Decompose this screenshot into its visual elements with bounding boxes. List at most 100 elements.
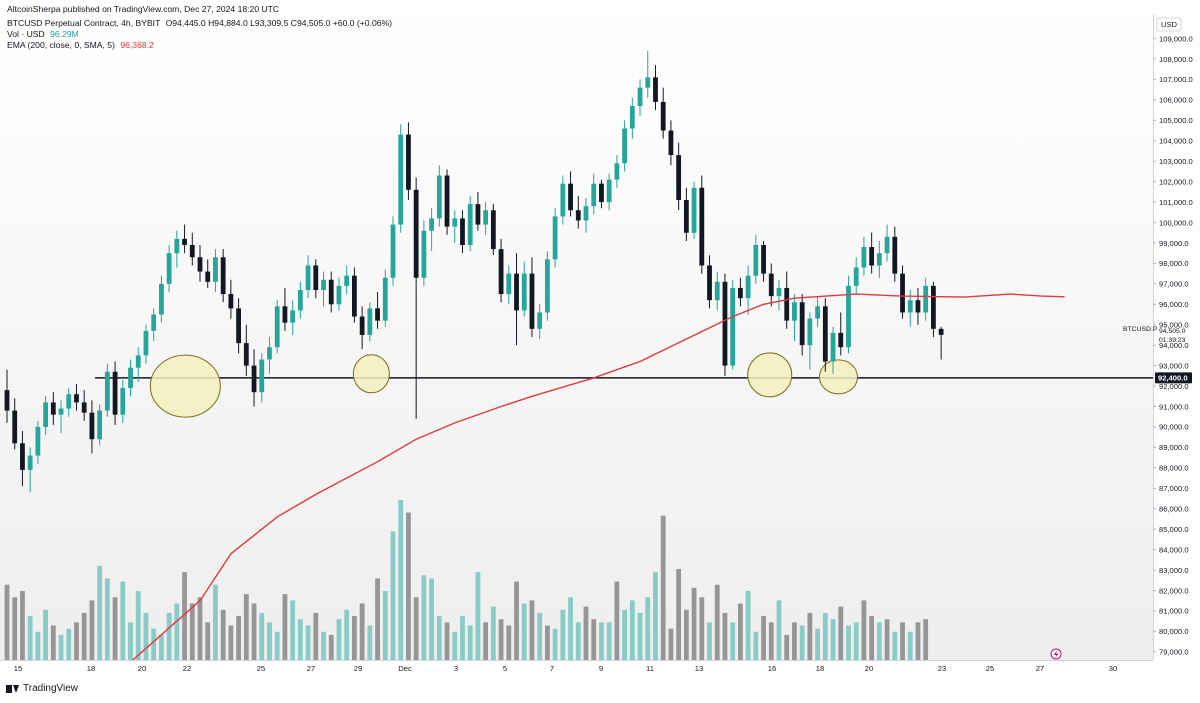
candle-body [205,271,211,282]
candle-body [699,187,705,266]
candle-body [606,179,612,203]
x-tick-label: 23 [938,664,946,673]
candle [220,249,226,303]
candle-body [12,410,18,444]
volume-bar [66,628,72,660]
candle-body [931,285,936,329]
volume-bar [792,622,797,660]
volume-bar [182,572,187,660]
candle-body [228,294,234,309]
candle-body [830,332,836,362]
y-tick-label: 102,000.0 [1159,177,1193,186]
candle-body [583,206,589,221]
volume-bar [413,597,419,660]
candle-body [429,218,434,231]
volume-bar [707,622,712,660]
candle-body [336,285,342,305]
x-tick-label: 9 [599,664,603,673]
volume-bar [907,631,913,660]
candles [4,50,944,493]
volume-bar [514,581,519,660]
candle [545,251,550,321]
candle [104,363,110,417]
volume-bar [159,634,164,660]
volume-bar [506,625,512,660]
candle-body [707,265,712,301]
y-tick-label: 109,000.0 [1159,34,1193,43]
symbol-name[interactable]: BTCUSD Perpetual Contract, 4h, BYBIT [7,18,161,28]
candle [637,79,643,117]
candle-body [305,265,311,290]
y-tick-label: 82,000.0 [1159,586,1189,595]
candle-body [768,273,774,297]
candle-body [799,302,805,346]
volume-bar [228,625,234,660]
candle-body [128,367,133,389]
candle [436,165,442,227]
candle [97,404,103,446]
tradingview-logo[interactable]: TradingView [6,683,78,694]
candle-body [714,281,720,301]
candle [815,296,820,327]
candle [938,326,944,360]
support-price-label: 92,400.0 [1158,374,1188,383]
x-tick-label: 20 [138,664,146,673]
candle-body [498,249,504,295]
candle [398,124,404,233]
candle-body [676,155,682,201]
candle-body [645,77,651,88]
candle [406,122,411,201]
y-tick-label: 97,000.0 [1159,280,1189,289]
candle-body [792,302,797,321]
volume-bar [189,603,195,660]
volume-bar [529,600,535,660]
volume-bar [483,622,489,660]
highlight-circles [149,352,858,418]
volume-bar [738,603,743,660]
candle-body [691,187,697,233]
candle-body [915,300,921,313]
candle [213,249,218,293]
candle-body [367,308,373,335]
ema-label: EMA (200, close, 0, SMA, 5) [7,40,115,50]
volume-bar [367,625,373,660]
volume-bars [4,500,929,660]
x-tick-label: 27 [307,664,315,673]
candle [321,271,326,307]
candle [745,265,751,315]
x-tick-label: 22 [183,664,191,673]
y-tick-label: 92,000.0 [1159,382,1189,391]
candle-body [189,245,195,258]
candle-body [923,285,929,313]
candle [822,298,828,372]
candle-body [838,332,844,348]
candle [575,195,581,229]
candle-body [328,279,334,305]
volume-legend[interactable]: Vol · USD 96.29M [7,29,79,40]
last-price-label: 94,505.0 [1159,328,1186,335]
candle [776,279,782,311]
candle-body [575,210,581,221]
candle-body [815,306,820,319]
candle-body [846,285,851,348]
ema-legend[interactable]: EMA (200, close, 0, SMA, 5) 96,368.2 [7,40,154,51]
x-tick-label: 18 [87,664,95,673]
volume-bar [768,622,774,660]
volume-bar [352,616,357,660]
symbol-line: BTCUSD Perpetual Contract, 4h, BYBIT O94… [7,18,392,29]
volume-bar [328,634,334,660]
x-tick-label: 5 [503,664,507,673]
candle-body [514,273,519,311]
candle-body [267,347,272,360]
candle-body [27,455,33,470]
candle [197,245,203,282]
volume-bar [429,578,434,660]
volume-bar [822,612,828,660]
candle-body [50,402,56,415]
candle-body [761,245,766,274]
candle-body [166,253,172,284]
candle [537,304,543,340]
candle-body [97,410,103,440]
